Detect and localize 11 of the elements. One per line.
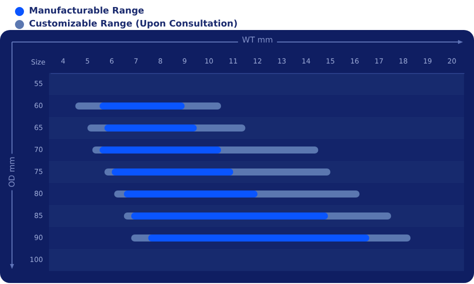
x-axis-title: WT mm: [242, 36, 274, 44]
bar: [131, 212, 328, 220]
bar: [148, 234, 370, 242]
bar: [112, 168, 234, 176]
y-axis-title: OD mm: [8, 156, 16, 188]
bar: [104, 124, 197, 132]
bar: [100, 146, 222, 154]
legend-label: Manufacturable Range: [29, 6, 144, 16]
legend-label: Customizable Range (Upon Consultation): [29, 20, 238, 30]
bar: [124, 190, 258, 198]
bar: [100, 102, 185, 110]
